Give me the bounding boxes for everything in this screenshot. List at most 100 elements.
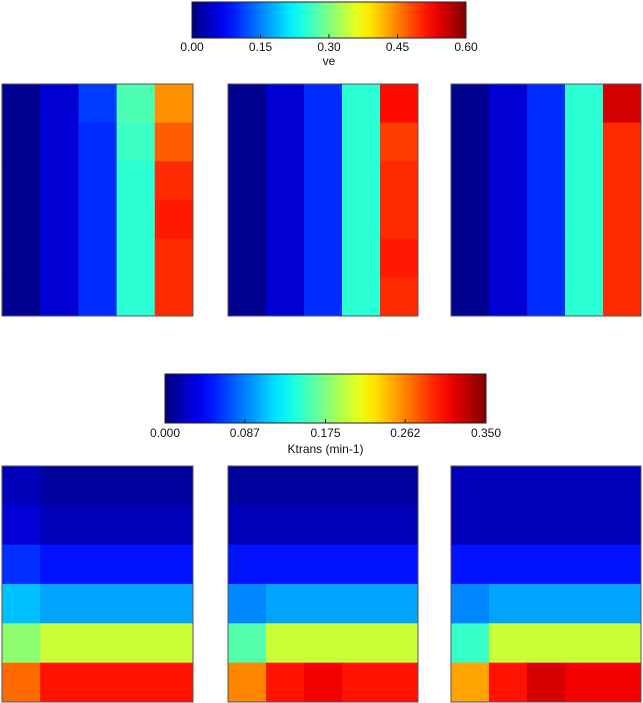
heatmap-cell [342, 277, 381, 317]
heatmap-cell [489, 544, 528, 585]
colorbar-tick-label: 0.15 [249, 40, 273, 54]
heatmap-cell [565, 161, 604, 201]
heatmap-cell [527, 544, 566, 585]
heatmap-cell [266, 544, 305, 585]
heatmap-cell [304, 161, 343, 201]
heatmap-cell [78, 584, 118, 624]
heatmap-cell [380, 662, 419, 703]
heatmap-cell [565, 623, 604, 664]
heatmap-cell [603, 662, 642, 703]
heatmap-cell [266, 662, 305, 703]
heatmap-cell [40, 662, 79, 703]
heatmap-cell [342, 623, 381, 664]
heatmap-cell [603, 505, 642, 546]
heatmap-cell [40, 84, 79, 124]
heatmap-cell [451, 544, 490, 585]
heatmap-cell [489, 122, 528, 162]
heatmap-cell [527, 161, 566, 201]
heatmap-cell [380, 122, 419, 162]
heatmap-cell [78, 84, 118, 124]
heatmap-cell [451, 84, 490, 124]
heatmap-cell [527, 623, 566, 664]
colorbar [164, 373, 487, 424]
heatmap-cell [40, 200, 79, 240]
heatmap-cell [266, 505, 305, 546]
heatmap-cell [40, 122, 79, 162]
heatmap-cell [304, 122, 343, 162]
heatmap-cell [228, 122, 267, 162]
heatmap-cell [342, 544, 381, 585]
heatmap-cell [228, 466, 267, 506]
heatmap-cell [451, 505, 490, 546]
heatmap-cell [304, 584, 343, 624]
heatmap-cell [527, 122, 566, 162]
heatmap-cell [2, 584, 41, 624]
heatmap-cell [380, 277, 419, 317]
heatmap-cell [603, 466, 642, 506]
heatmap-cell [565, 200, 604, 240]
heatmap-cell [342, 505, 381, 546]
panel-border [227, 465, 419, 703]
heatmap-cell [154, 584, 194, 624]
colorbar-tick-label: 0.175 [310, 426, 340, 440]
panel-border [450, 83, 642, 317]
heatmap-cell [154, 623, 194, 664]
heatmap-cell [40, 623, 79, 664]
heatmap-cell [451, 161, 490, 201]
heatmap-cell [342, 466, 381, 506]
heatmap-cell [527, 277, 566, 317]
heatmap-cell [116, 505, 156, 546]
heatmap-cell [266, 466, 305, 506]
colorbar-label: ve [323, 54, 336, 68]
heatmap-cell [565, 84, 604, 124]
heatmap-cell [342, 161, 381, 201]
panel-border [227, 83, 419, 317]
heatmap-cell [527, 505, 566, 546]
heatmap-cell [451, 662, 490, 703]
heatmap-cell [40, 161, 79, 201]
heatmap-cell [380, 505, 419, 546]
heatmap-cell [489, 623, 528, 664]
heatmap-cell [78, 466, 118, 506]
heatmap-cell [565, 122, 604, 162]
heatmap-cell [489, 277, 528, 317]
heatmap-cell [228, 584, 267, 624]
heatmap-cell [78, 122, 118, 162]
heatmap-cell [78, 200, 118, 240]
heatmap-cell [565, 662, 604, 703]
heatmap-cell [380, 238, 419, 278]
heatmap-cell [304, 544, 343, 585]
heatmap-cell [116, 200, 156, 240]
heatmap-cell [228, 277, 267, 317]
heatmap-cell [565, 277, 604, 317]
heatmap-cell [116, 122, 156, 162]
heatmap-cell [78, 238, 118, 278]
colorbar-tick-label: 0.45 [386, 40, 410, 54]
heatmap-cell [2, 623, 41, 664]
heatmap-cell [304, 623, 343, 664]
heatmap-cell [527, 200, 566, 240]
heatmap-cell [603, 200, 642, 240]
heatmap-cell [527, 662, 566, 703]
heatmap-cell [266, 122, 305, 162]
colorbar-tick-label: 0.087 [230, 426, 260, 440]
colorbar-tick-label: 0.350 [471, 426, 501, 440]
heatmap-cell [380, 161, 419, 201]
heatmap-cell [40, 584, 79, 624]
heatmap-cell [228, 161, 267, 201]
heatmap-cell [228, 200, 267, 240]
heatmap-cell [228, 505, 267, 546]
heatmap-cell [342, 238, 381, 278]
heatmap-cell [527, 238, 566, 278]
heatmap-cell [40, 238, 79, 278]
heatmap-cell [565, 466, 604, 506]
heatmap-cell [228, 544, 267, 585]
heatmap-cell [603, 544, 642, 585]
heatmap-cell [380, 544, 419, 585]
heatmap-cell [304, 84, 343, 124]
heatmap-cell [78, 662, 118, 703]
heatmap-cell [603, 277, 642, 317]
heatmap-cell [116, 544, 156, 585]
heatmap-cell [78, 544, 118, 585]
heatmap-cell [380, 623, 419, 664]
